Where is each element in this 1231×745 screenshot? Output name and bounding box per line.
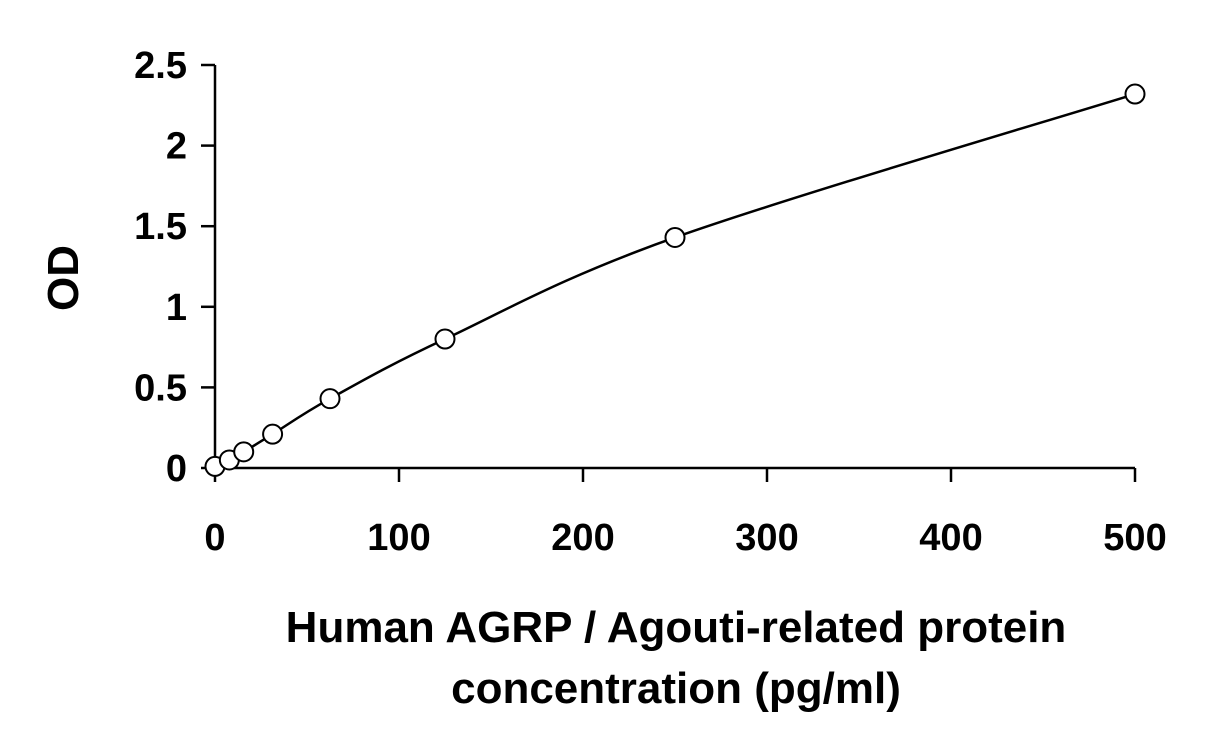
data-point — [434, 328, 456, 350]
y-tick-label: 0.5 — [134, 367, 187, 409]
x-tick-label: 0 — [204, 517, 225, 559]
y-axis-title: OD — [39, 245, 88, 311]
data-point — [1124, 83, 1146, 105]
y-tick-label: 1 — [166, 287, 187, 329]
y-tick-label: 2.5 — [134, 45, 187, 87]
x-tick-label: 300 — [735, 517, 798, 559]
data-point — [664, 226, 686, 248]
axes — [213, 65, 1135, 470]
data-point — [319, 388, 341, 410]
x-tick-label: 500 — [1103, 517, 1166, 559]
x-axis-ticks: 0 100 200 300 400 500 — [204, 468, 1167, 559]
data-point — [233, 441, 255, 463]
x-tick-label: 400 — [919, 517, 982, 559]
y-axis-ticks: 0 0.5 1 1.5 2 2.5 — [134, 45, 215, 490]
x-tick-label: 200 — [551, 517, 614, 559]
y-tick-label: 1.5 — [134, 206, 187, 248]
x-tick-label: 100 — [367, 517, 430, 559]
fit-curve-line — [214, 92, 1136, 468]
y-tick-label: 0 — [166, 448, 187, 490]
x-axis-title-line-2: concentration (pg/ml) — [451, 664, 901, 713]
y-tick-label: 2 — [166, 126, 187, 168]
x-axis-title-line-1: Human AGRP / Agouti-related protein — [286, 603, 1067, 652]
data-points — [204, 83, 1146, 477]
data-point — [262, 423, 284, 445]
